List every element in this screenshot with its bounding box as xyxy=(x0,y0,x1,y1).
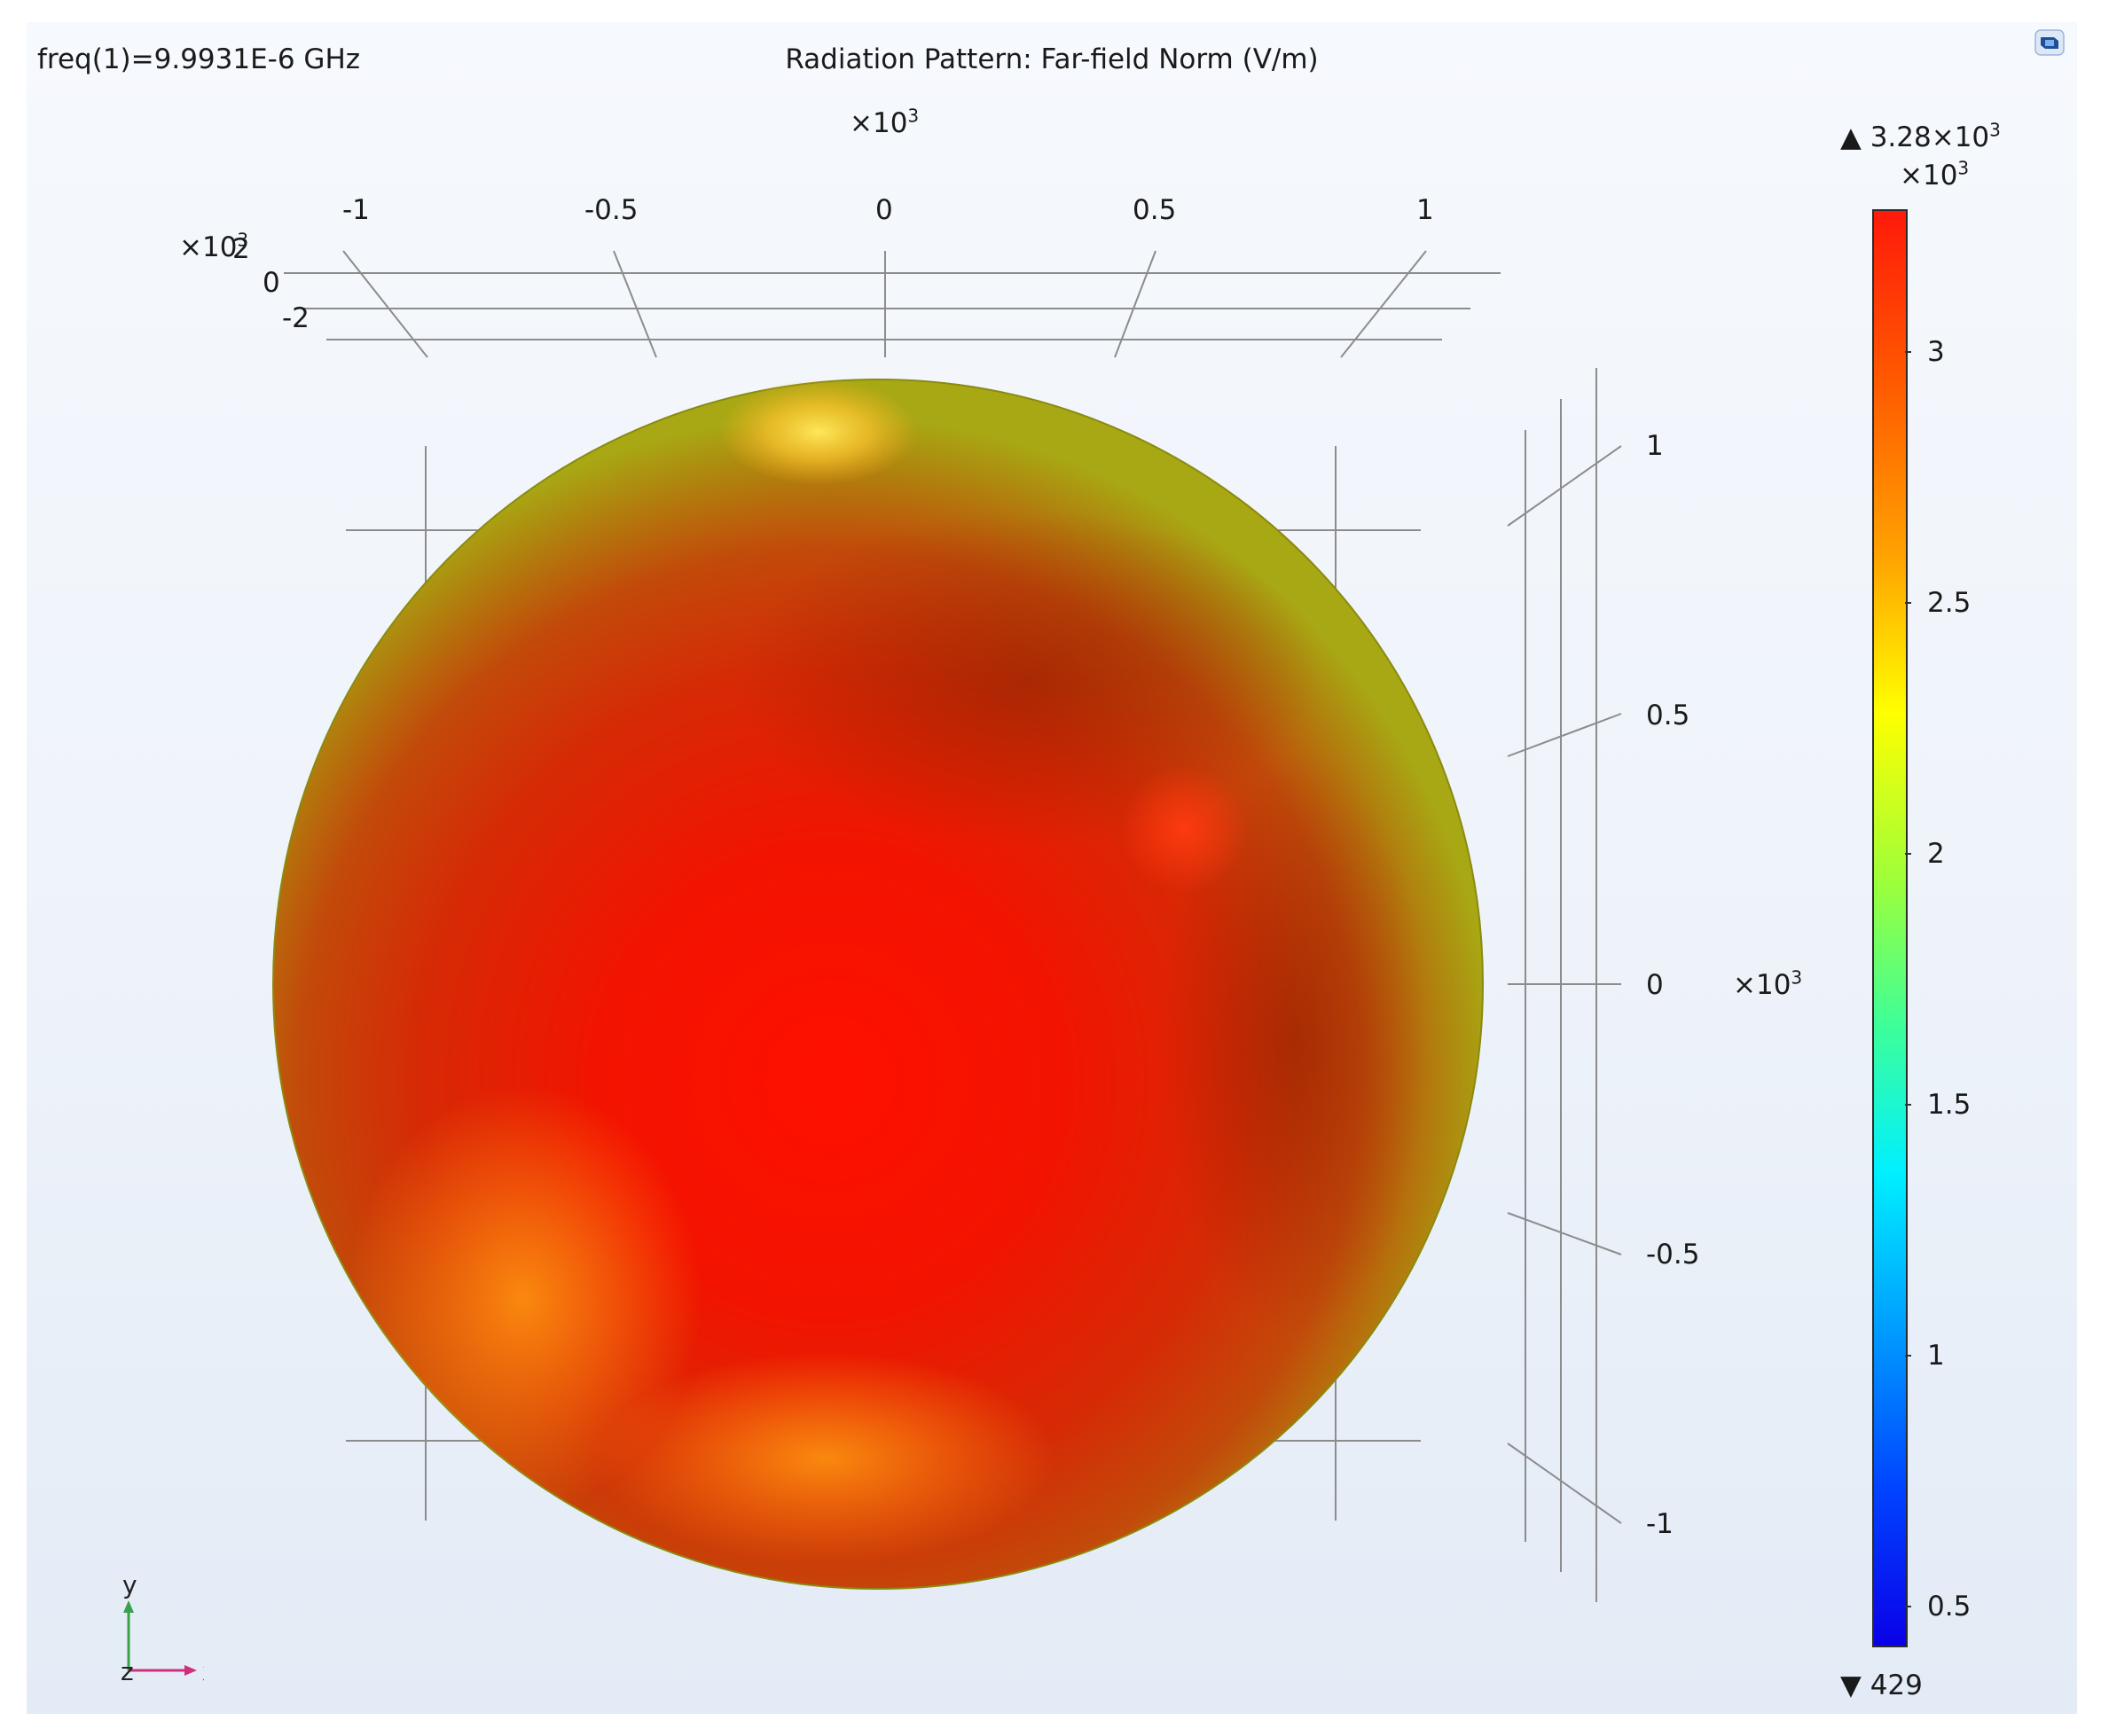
min-triangle-icon: ▼ xyxy=(1840,1670,1862,1701)
colorbar-gradient xyxy=(1872,209,1908,1647)
triad-z-label: z xyxy=(121,1657,134,1686)
plot-title: Radiation Pattern: Far-field Norm (V/m) xyxy=(785,43,1319,75)
hotspot-top xyxy=(719,379,918,485)
triad-x-label: x xyxy=(202,1657,204,1686)
colorbar-tick xyxy=(1905,1355,1911,1357)
x-tick-label: 0 xyxy=(875,194,893,226)
y-tick-label: 0.5 xyxy=(1646,700,1690,731)
colorbar-min-label: ▼ 429 xyxy=(1840,1670,1923,1701)
y-axis-multiplier: ×103 xyxy=(1733,966,1803,1001)
colorbar-tick xyxy=(1905,853,1911,855)
axis-grid-front xyxy=(346,446,1421,1521)
colorbar-tick-label: 2.5 xyxy=(1927,587,1972,619)
z-axis-multiplier: ×103 xyxy=(179,229,249,263)
max-triangle-icon: ▲ xyxy=(1840,121,1862,153)
x-tick-label: -0.5 xyxy=(584,194,639,226)
far-field-sphere[interactable] xyxy=(272,379,1484,1590)
colorbar-tick xyxy=(1905,1606,1911,1607)
x-tick-label: 1 xyxy=(1416,194,1434,226)
x-tick-label: -1 xyxy=(342,194,370,226)
colorbar-tick-label: 0.5 xyxy=(1927,1591,1972,1623)
triad-y-label: y xyxy=(122,1576,137,1599)
y-tick-label: 0 xyxy=(1646,969,1664,1001)
z-tick-label: 0 xyxy=(263,267,280,299)
colorbar-tick xyxy=(1905,1104,1911,1106)
colorbar-max-label: ▲ 3.28×103 xyxy=(1840,119,2001,153)
z-axis-overlap-digit: 2 xyxy=(232,233,250,265)
y-tick-label: -0.5 xyxy=(1646,1239,1700,1271)
y-tick-label: -1 xyxy=(1646,1508,1674,1540)
graphics-window[interactable]: freq(1)=9.9931E-6 GHz Radiation Pattern:… xyxy=(27,22,2077,1714)
z-tick-label: -2 xyxy=(282,302,310,334)
x-tick-label: 0.5 xyxy=(1133,194,1177,226)
colorbar-tick xyxy=(1905,602,1911,604)
frequency-label: freq(1)=9.9931E-6 GHz xyxy=(37,43,361,75)
projection-toggle-icon[interactable] xyxy=(2034,29,2065,56)
axis-orientation-triad: y z x xyxy=(121,1576,204,1686)
colorbar-tick-label: 1.5 xyxy=(1927,1089,1972,1121)
colorbar-tick xyxy=(1905,351,1911,353)
colorbar-tick-label: 2 xyxy=(1927,838,1945,870)
y-tick-label: 1 xyxy=(1646,430,1664,462)
x-axis-multiplier: ×103 xyxy=(850,105,920,139)
colorbar-tick-label: 1 xyxy=(1927,1340,1945,1372)
radiation-pattern-plot[interactable] xyxy=(27,22,2077,1714)
colorbar-multiplier: ×103 xyxy=(1900,157,1970,192)
colorbar-tick-label: 3 xyxy=(1927,336,1945,368)
